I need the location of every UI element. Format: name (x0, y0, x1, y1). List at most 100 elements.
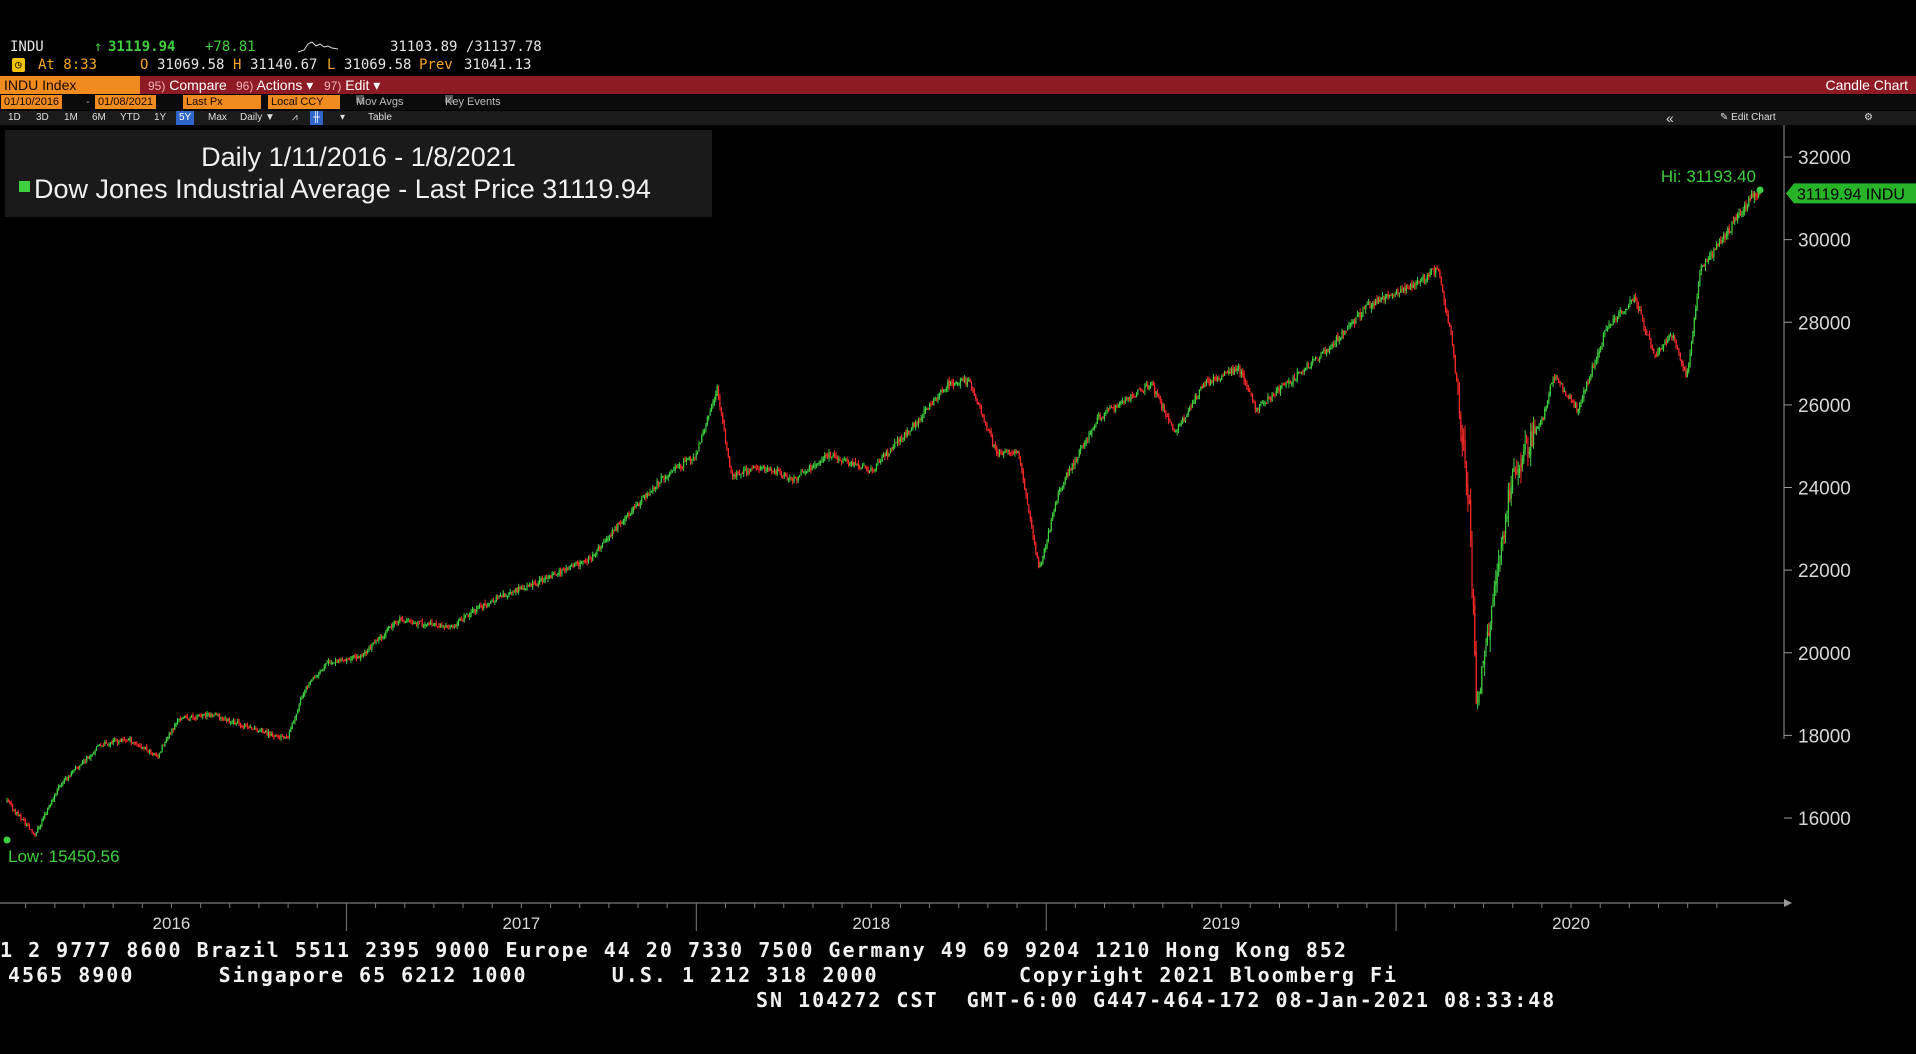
candle (579, 559, 581, 570)
candle-chart-icon[interactable]: ╫ (310, 111, 324, 125)
candle (1230, 366, 1233, 377)
candle (1117, 403, 1119, 408)
candle (1542, 416, 1544, 421)
candle (348, 657, 351, 661)
edit-button[interactable]: 97) Edit ▾ (320, 76, 386, 94)
candle (877, 458, 879, 467)
start-date-field[interactable]: 01/10/2016 (1, 95, 63, 109)
candle (1749, 194, 1751, 202)
candle (258, 730, 260, 733)
candle (832, 452, 834, 458)
candle (309, 680, 311, 686)
candle (1539, 419, 1542, 427)
candle (1033, 535, 1036, 546)
candle (1681, 358, 1683, 367)
candle (831, 456, 833, 461)
candle-chart[interactable]: 16000 18000 20000 22000 24000 26000 28000 30000… (0, 125, 1916, 935)
y-tick-label: 24000 (1798, 479, 1851, 500)
chart-legend[interactable]: Daily 1/11/2016 - 1/8/2021 Dow Jones Ind… (5, 130, 712, 217)
edit-chart-button[interactable]: ✎ Edit Chart (1720, 112, 1776, 123)
period-3d[interactable]: 3D (36, 112, 49, 123)
candle (1333, 340, 1335, 348)
candle (1165, 409, 1167, 420)
candle (1056, 500, 1058, 505)
collapse-icon[interactable]: « (1666, 110, 1674, 126)
candle (1510, 475, 1512, 507)
candle (1402, 287, 1405, 293)
candle (800, 468, 802, 476)
end-date-field[interactable]: 01/08/2021 (95, 95, 157, 109)
candle (1475, 641, 1477, 705)
candle (1335, 335, 1338, 348)
mov-avgs-toggle[interactable]: Mov Avgs ✎ (356, 95, 404, 110)
candle (211, 713, 214, 718)
candle (1369, 301, 1371, 309)
high-marker (1756, 186, 1764, 194)
candle (825, 453, 827, 459)
candle (785, 472, 787, 477)
candle (884, 452, 886, 461)
candle (273, 734, 275, 740)
period-1m[interactable]: 1M (64, 112, 78, 123)
candle (947, 379, 949, 392)
candle (1151, 381, 1153, 387)
candle (615, 524, 618, 532)
candle (1379, 296, 1381, 303)
currency-select[interactable]: Local CCY (268, 95, 340, 109)
candle (420, 620, 422, 622)
candle (545, 574, 548, 579)
candle (1024, 477, 1026, 491)
candle (245, 723, 247, 727)
candle (265, 730, 267, 734)
candle (929, 402, 931, 410)
line-chart-icon[interactable]: ⩘ (292, 112, 298, 123)
candle (662, 475, 664, 478)
candle (600, 545, 602, 553)
candle (1289, 380, 1291, 384)
security-field[interactable]: INDU Index (0, 76, 140, 94)
frequency-select[interactable]: Daily ▼ (240, 112, 275, 123)
actions-button[interactable]: 96) Actions ▾ (232, 76, 319, 94)
candle (1587, 379, 1589, 386)
quote-ticker[interactable]: INDU (10, 39, 44, 55)
candle (624, 515, 626, 526)
candle (871, 466, 873, 474)
candle (125, 739, 127, 744)
candle (1124, 396, 1126, 404)
candle (821, 456, 823, 463)
candle (741, 471, 743, 474)
candle (1240, 368, 1242, 378)
candle (1520, 452, 1522, 484)
candle (1528, 447, 1530, 458)
candle (548, 574, 550, 580)
candle (1251, 393, 1254, 404)
table-button[interactable]: Table (368, 112, 392, 123)
candle (1734, 216, 1736, 226)
candle (411, 619, 413, 626)
compare-button[interactable]: 95) Compare (144, 76, 233, 94)
period-1y[interactable]: 1Y (154, 112, 167, 123)
candle (945, 386, 948, 393)
period-max[interactable]: Max (208, 112, 227, 123)
period-1d[interactable]: 1D (8, 112, 21, 123)
candle (1138, 387, 1140, 390)
candle (1384, 293, 1386, 305)
candle (1243, 370, 1245, 385)
candle (670, 469, 672, 475)
candle (197, 714, 200, 717)
period-ytd[interactable]: YTD (120, 112, 140, 123)
gear-icon[interactable]: ⚙ (1864, 112, 1873, 123)
candle (544, 575, 546, 584)
candle (1029, 510, 1031, 523)
candle (406, 617, 408, 623)
field-select[interactable]: Last Px (183, 95, 261, 109)
candle (463, 613, 465, 623)
candle (1450, 324, 1452, 336)
candle (439, 623, 441, 628)
dropdown-icon[interactable]: ▾ (340, 112, 346, 123)
candle (252, 728, 254, 731)
period-5y[interactable]: 5Y (176, 111, 195, 125)
candle (274, 734, 277, 737)
candle (76, 766, 78, 770)
period-6m[interactable]: 6M (92, 112, 106, 123)
